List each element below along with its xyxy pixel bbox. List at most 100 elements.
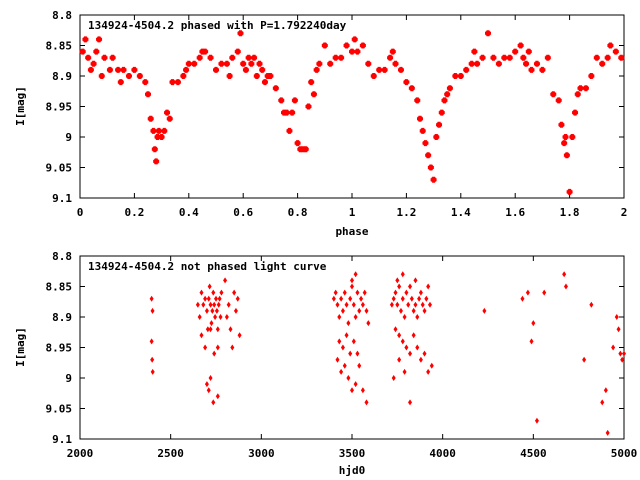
data-point	[185, 60, 192, 67]
data-point	[426, 368, 431, 375]
data-point	[350, 283, 354, 290]
data-point	[153, 158, 160, 165]
data-point	[415, 314, 420, 320]
data-point	[364, 399, 369, 406]
data-point	[418, 356, 423, 363]
data-point	[337, 314, 342, 320]
data-point	[495, 60, 502, 67]
data-point	[224, 314, 229, 320]
data-point	[294, 140, 301, 147]
data-point	[214, 295, 218, 302]
data-point	[344, 301, 349, 308]
y-tick-label: 8.95	[46, 342, 73, 355]
x-tick-label: 1.4	[451, 206, 471, 219]
data-point	[398, 307, 403, 314]
data-point	[212, 301, 217, 308]
data-point	[109, 54, 116, 61]
data-point	[79, 48, 86, 55]
data-point	[209, 320, 214, 327]
data-point	[164, 109, 171, 116]
data-point	[237, 332, 242, 339]
data-point	[392, 60, 399, 67]
data-point	[344, 332, 349, 339]
data-point	[360, 387, 365, 394]
data-point	[389, 301, 394, 308]
data-point	[256, 60, 263, 67]
data-point	[85, 54, 92, 61]
data-point	[199, 289, 204, 296]
data-point	[248, 60, 255, 67]
data-point	[427, 301, 432, 308]
data-point	[93, 48, 100, 55]
data-point	[419, 127, 426, 134]
data-point	[404, 344, 409, 351]
data-points	[149, 271, 626, 436]
x-axis-label: hjd0	[339, 464, 366, 477]
data-point	[395, 301, 400, 308]
y-axis-label: I[mag]	[14, 86, 27, 126]
data-point	[397, 356, 402, 363]
data-point	[223, 60, 230, 67]
data-point	[261, 79, 268, 86]
data-point	[197, 314, 202, 320]
data-points	[79, 30, 625, 195]
data-point	[211, 289, 216, 296]
data-point	[572, 109, 579, 116]
data-point	[207, 54, 214, 61]
data-point	[216, 301, 221, 308]
data-point	[217, 295, 222, 302]
data-point	[563, 283, 568, 290]
x-axis-label: phase	[335, 225, 368, 238]
data-point	[562, 271, 567, 278]
data-point	[589, 301, 594, 308]
data-point	[286, 127, 293, 134]
data-point	[413, 277, 418, 284]
data-point	[430, 176, 437, 183]
data-point	[267, 73, 274, 79]
data-point	[588, 73, 595, 79]
data-point	[350, 277, 354, 284]
x-tick-label: 0	[77, 206, 84, 219]
data-point	[212, 350, 217, 357]
data-point	[411, 332, 416, 339]
data-point	[251, 54, 258, 61]
data-point	[408, 399, 413, 406]
data-point	[408, 283, 413, 290]
data-point	[150, 127, 157, 134]
data-point	[82, 36, 89, 43]
data-point	[612, 48, 619, 55]
data-point	[215, 393, 220, 400]
data-point	[376, 66, 383, 73]
data-point	[354, 48, 361, 55]
chart-title: 134924-4504.2 phased with P=1.792240day	[88, 19, 347, 32]
data-point	[214, 307, 219, 314]
data-point	[436, 121, 443, 128]
data-point	[605, 429, 610, 436]
data-point	[397, 283, 402, 290]
y-tick-label: 8.85	[46, 40, 73, 53]
data-point	[542, 289, 547, 296]
data-point	[400, 295, 405, 302]
data-point	[550, 91, 557, 98]
data-point	[142, 79, 149, 86]
chart-title: 134924-4504.2 not phased light curve	[88, 260, 327, 273]
data-point	[96, 36, 103, 43]
data-point	[353, 381, 358, 388]
x-tick-labels: 0 0.2 0.4 0.6 0.8 1 1.2 1.4 1.6 1.8 2	[77, 15, 627, 219]
x-tick-label: 5000	[611, 447, 638, 460]
data-point	[228, 326, 233, 333]
x-tick-label: 4000	[429, 447, 456, 460]
y-tick-label: 8.85	[46, 281, 73, 294]
data-point	[490, 54, 497, 61]
data-point	[404, 289, 409, 296]
data-point	[408, 350, 413, 357]
data-point	[158, 134, 165, 140]
data-point	[316, 60, 323, 67]
data-point	[232, 289, 237, 296]
x-tick-label: 1	[349, 206, 356, 219]
data-point	[422, 307, 427, 314]
data-point	[569, 134, 576, 140]
data-point	[218, 60, 225, 67]
data-point	[582, 85, 589, 92]
